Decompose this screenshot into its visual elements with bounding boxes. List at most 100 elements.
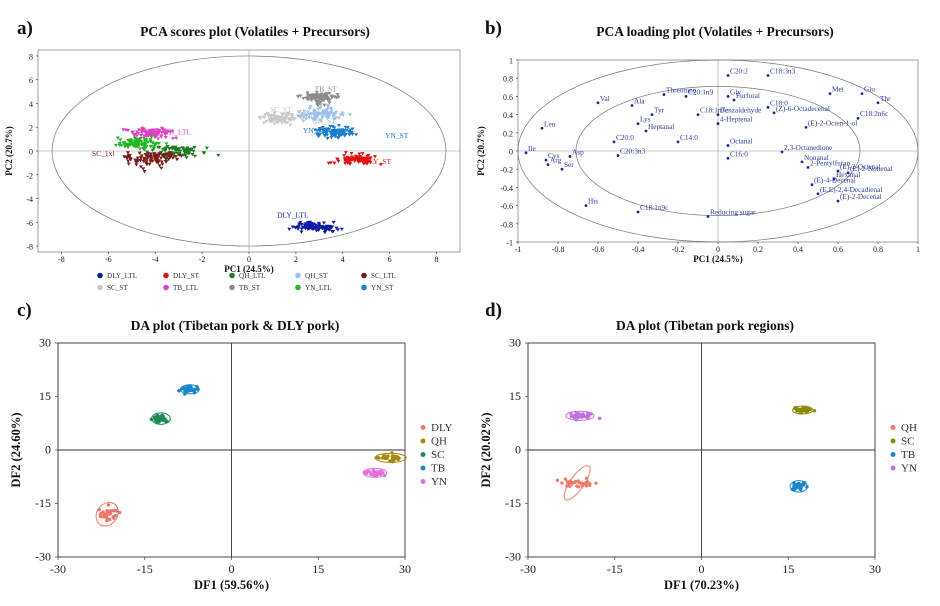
x-tick-label: 0 <box>229 562 235 576</box>
x-tick-label: 0 <box>247 255 251 264</box>
loading-point <box>766 74 770 77</box>
data-point <box>145 140 150 145</box>
data-point <box>313 128 318 132</box>
data-point <box>354 157 359 161</box>
data-point <box>284 114 289 119</box>
chart-title-a: PCA scores plot (Volatiles + Precursors) <box>140 24 370 39</box>
data-point <box>108 517 112 522</box>
data-point <box>137 151 142 155</box>
data-point <box>326 105 331 109</box>
chart-title-d: DA plot (Tibetan pork regions) <box>615 318 795 333</box>
data-point <box>328 110 333 115</box>
data-point <box>322 134 327 138</box>
y-tick-label: 15 <box>509 389 521 403</box>
variable-label: Cys <box>548 151 560 160</box>
data-point <box>159 131 164 135</box>
data-point <box>263 113 268 117</box>
variable-label: Lys <box>640 115 651 124</box>
data-point <box>291 117 296 122</box>
data-point <box>185 151 190 155</box>
y-tick-label: 4 <box>29 100 33 109</box>
data-point <box>315 132 320 136</box>
data-point <box>342 154 347 158</box>
data-point <box>383 456 388 461</box>
data-point <box>372 155 377 159</box>
variable-label: C18:3n3 <box>770 66 795 75</box>
data-point <box>132 140 137 144</box>
data-point <box>310 95 315 99</box>
data-point <box>216 153 221 158</box>
data-point <box>320 227 325 231</box>
loading-point <box>726 156 730 160</box>
data-point <box>272 122 277 126</box>
data-point <box>327 98 332 102</box>
data-point <box>272 111 277 115</box>
data-point <box>797 482 801 486</box>
data-point <box>347 156 352 160</box>
data-point <box>288 123 293 127</box>
data-point <box>324 132 329 136</box>
data-point <box>170 129 175 134</box>
data-point <box>335 228 340 232</box>
data-point <box>183 389 187 393</box>
data-point <box>334 226 339 230</box>
data-point <box>338 130 343 134</box>
data-point <box>148 138 153 142</box>
y-tick-label: 1 <box>509 57 513 66</box>
data-point <box>302 109 307 113</box>
data-point <box>286 112 291 116</box>
variable-label: C20:2 <box>730 66 748 75</box>
variable-label: Octanal <box>730 137 753 146</box>
legend-label: YN_LTL <box>305 284 332 292</box>
data-point <box>305 110 310 115</box>
data-point <box>121 128 126 132</box>
data-point <box>334 110 339 115</box>
data-point <box>147 133 152 137</box>
legend-label: TB_ST <box>239 284 261 292</box>
data-point <box>265 111 270 116</box>
data-point <box>173 155 178 159</box>
data-point <box>204 146 209 150</box>
data-point <box>307 113 312 117</box>
inner-ellipse <box>575 86 861 216</box>
data-point <box>370 472 375 476</box>
data-point <box>160 162 165 166</box>
data-point <box>154 153 159 157</box>
data-point <box>329 136 334 140</box>
variable-label: Val <box>600 94 610 103</box>
x-tick-label: -15 <box>607 562 623 576</box>
y-tick-label: -1 <box>506 239 513 248</box>
data-point <box>148 152 153 156</box>
data-point <box>327 101 332 105</box>
data-point <box>586 414 591 418</box>
data-point <box>122 141 127 145</box>
data-point <box>168 130 173 134</box>
x-axis-label: PC1 (24.5%) <box>224 264 274 274</box>
data-point <box>134 130 139 134</box>
data-point <box>356 160 361 164</box>
loading-point <box>856 116 860 120</box>
x-axis-label: PC1 (24.5%) <box>693 254 743 264</box>
y-tick-label: -4 <box>26 195 33 204</box>
variable-label: Thr <box>880 94 891 103</box>
legend-marker <box>420 438 426 444</box>
data-point <box>177 389 181 393</box>
data-point <box>324 127 329 131</box>
data-point <box>333 135 338 139</box>
data-point <box>135 156 140 160</box>
x-tick-label: 2 <box>294 255 298 264</box>
variable-label: (E)-2-Nonenal <box>850 164 893 173</box>
data-point <box>145 156 150 160</box>
data-point <box>138 159 143 163</box>
data-point <box>335 129 340 133</box>
loading-point <box>772 111 776 115</box>
data-point <box>330 129 335 133</box>
data-point <box>310 117 315 121</box>
loading-point <box>676 140 680 144</box>
data-point <box>136 138 141 142</box>
loading-point <box>636 210 640 214</box>
group-label: YN_ST <box>385 131 409 140</box>
y-tick-label: -15 <box>505 496 521 510</box>
data-point <box>364 157 369 162</box>
data-point <box>597 416 602 421</box>
